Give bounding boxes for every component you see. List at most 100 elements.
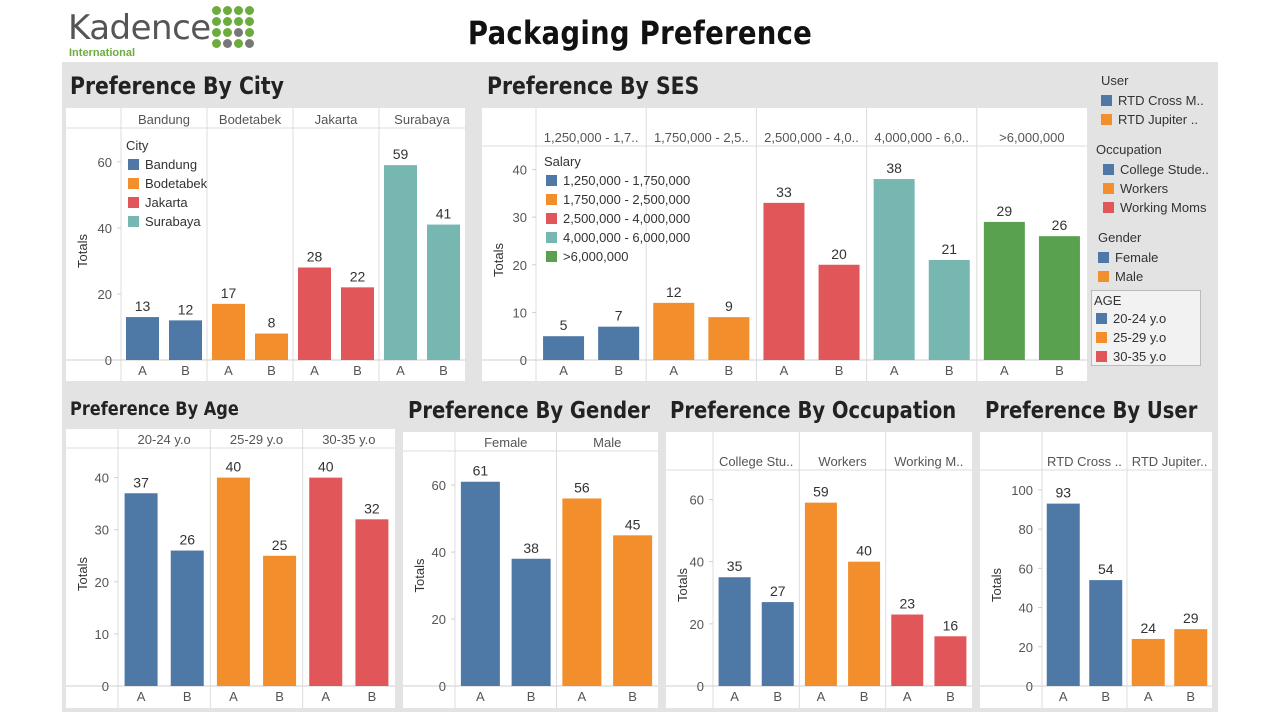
data-label: 25 [272,537,288,553]
legend-label: 4,000,000 - 6,000,000 [563,230,690,245]
legend-item[interactable]: Male [1098,267,1158,286]
legend-item[interactable]: Workers [1096,179,1209,198]
y-tick-label: 40 [432,545,446,560]
data-label: 28 [307,249,323,265]
x-tick-label: B [945,363,954,378]
legend-swatch [1096,332,1107,343]
x-tick-label: A [396,363,405,378]
gender-legend: Gender Female Male [1098,230,1158,286]
y-tick-label: 20 [1019,640,1033,655]
legend-label: 20-24 y.o [1113,311,1167,326]
legend-item[interactable]: College Stude.. [1096,160,1209,179]
x-tick-label: A [669,363,678,378]
x-tick-label: B [835,363,844,378]
y-tick-label: 100 [1011,483,1033,498]
x-tick-label: A [224,363,233,378]
age-legend: AGE 20-24 y.o 25-29 y.o 30-35 y.o [1091,290,1201,366]
x-tick-label: A [578,689,587,704]
ses-section-title: Preference By SES [487,72,700,100]
legend-swatch [546,213,557,224]
y-axis-label: Totals [412,558,427,592]
y-tick-label: 40 [513,163,527,178]
bar [928,260,970,360]
group-header-label: 1,750,000 - 2,5.. [654,130,749,145]
x-tick-label: A [138,363,147,378]
user-legend: User RTD Cross M.. RTD Jupiter .. [1101,73,1204,129]
x-tick-label: A [229,689,238,704]
data-label: 40 [226,459,242,475]
y-tick-label: 10 [95,627,109,642]
gender-chart: 0 20 40 60 Totals Female 61 A 38 B Male 56 A 45 B [403,432,658,708]
legend-item[interactable]: Working Moms [1096,198,1209,217]
legend-item[interactable]: Female [1098,248,1158,267]
legend-label: RTD Jupiter .. [1118,112,1198,127]
x-tick-label: A [780,363,789,378]
bar [543,336,585,360]
y-axis-label: Totals [75,557,90,591]
y-tick-label: 20 [95,575,109,590]
legend-item[interactable]: 20-24 y.o [1094,309,1200,328]
y-tick-label: 20 [513,258,527,273]
bar [761,602,794,686]
bar [341,287,374,360]
x-tick-label: B [628,689,637,704]
group-header-label: Jakarta [315,112,358,127]
legend-label: RTD Cross M.. [1118,93,1204,108]
data-label: 38 [886,160,902,176]
bar [891,614,924,686]
bar [126,317,159,360]
legend-title: AGE [1094,293,1122,308]
data-label: 38 [523,540,539,556]
y-tick-label: 80 [1019,522,1033,537]
legend-swatch [546,232,557,243]
occupation-section-title: Preference By Occupation [670,398,957,424]
bar [848,561,881,686]
bar [653,302,695,360]
bar [309,477,343,686]
data-label: 12 [178,301,194,317]
y-tick-label: 0 [697,679,704,694]
data-label: 17 [221,285,237,301]
bar [1089,580,1123,686]
legend-title: User [1101,73,1129,88]
bar [427,224,460,360]
gender-section-title: Preference By Gender [408,398,651,424]
bar [804,502,837,686]
city-chart: 0 20 40 60 Totals Bandung 13 A 12 B Bodetabek 17 A 8 B… [66,108,465,381]
data-label: 32 [364,500,380,516]
data-label: 33 [776,184,792,200]
legend-label: Workers [1120,181,1169,196]
user-chart: 0 20 40 60 80 100 Totals RTD Cross .. 93 A 54 B RTD … [980,432,1212,708]
legend-label: 1,250,000 - 1,750,000 [563,173,690,188]
group-header-label: Bandung [138,112,190,127]
bar [708,317,750,360]
group-header-label: 2,500,000 - 4,0.. [764,130,859,145]
data-label: 8 [268,315,276,331]
data-label: 16 [943,617,959,633]
legend-item[interactable]: 25-29 y.o [1094,328,1200,347]
bar [873,179,915,360]
legend-item[interactable]: 30-35 y.o [1094,347,1200,366]
bar [170,550,204,686]
legend-label: Bandung [145,157,197,172]
legend-swatch [546,251,557,262]
y-tick-label: 30 [513,210,527,225]
bar [598,326,640,360]
x-tick-label: B [1186,689,1195,704]
legend-item[interactable]: RTD Jupiter .. [1101,110,1204,129]
y-tick-label: 60 [98,155,112,170]
logo-subtext: International [69,47,136,59]
y-tick-label: 0 [439,679,446,694]
x-tick-label: B [860,689,869,704]
data-label: 22 [350,268,366,284]
age-section-title: Preference By Age [70,398,239,420]
bar [298,267,331,360]
legend-swatch [1103,202,1114,213]
data-label: 40 [856,543,872,559]
bar [1046,503,1080,686]
legend-item[interactable]: RTD Cross M.. [1101,91,1204,110]
group-header-label: 4,000,000 - 6,0.. [874,130,969,145]
x-tick-label: B [368,689,377,704]
legend-label: College Stude.. [1120,162,1209,177]
y-tick-label: 40 [690,555,704,570]
